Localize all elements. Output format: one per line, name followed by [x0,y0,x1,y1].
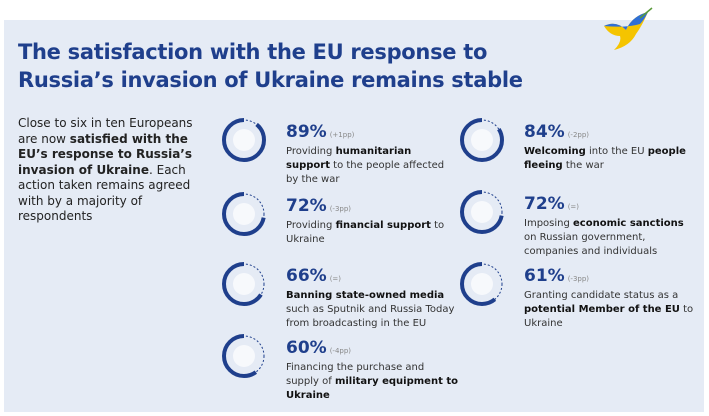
change: (-3pp) [567,275,590,283]
action-item: 84% (-2pp) Welcoming into the EU people f… [460,118,696,173]
eu-flag-icon [460,262,504,306]
ukraine-dove-logo [604,7,653,50]
description: Granting candidate status as a potential… [524,290,694,329]
change: (=) [567,203,580,211]
percentage: 72% (=) [524,194,580,214]
change: (-3pp) [329,205,352,213]
action-item: 60% (-4pp) Financing the purchase and sup… [222,334,458,403]
percentage: 84% (-2pp) [524,122,590,142]
description: Welcoming into the EU people fleeing the… [524,146,686,171]
description: Providing financial support to Ukraine [286,220,445,245]
action-item: 72% (=) Imposing economic sanctions on Ru… [460,190,696,259]
tank-icon [222,334,266,378]
progress-ring [222,334,266,378]
intro-text: Close to six in ten Europeans are now sa… [18,116,208,225]
change: (-2pp) [567,131,590,139]
progress-ring [222,192,266,236]
intro-text-part: Close to six in ten Europeans are now [18,116,193,146]
infographic-panel [4,20,704,412]
banned-media-screen-icon [222,262,266,306]
change: (=) [329,275,342,283]
action-item: 66% (=) Banning state-owned media such as… [222,262,458,331]
percentage: 72% (-3pp) [286,196,352,216]
description: Financing the purchase and supply of mil… [286,362,458,401]
page-title: The satisfaction with the EU response to… [18,40,523,92]
progress-ring [460,190,504,234]
progress-ring [222,262,266,306]
action-item: 72% (-3pp) Providing financial support to… [222,192,458,247]
intro-text-part: . Each action taken remains agreed with … [18,162,191,224]
change: (-4pp) [329,347,352,355]
percentage: 89% (+1pp) [286,122,355,142]
description: Providing humanitarian support to the pe… [286,146,445,185]
intro-text-bold: satisfied with the EU’s response to Russ… [18,131,192,177]
description: Banning state-owned media such as Sputni… [286,290,455,329]
percentage: 60% (-4pp) [286,338,352,358]
action-item: 89% (+1pp) Providing humanitarian support… [222,118,458,187]
refugees-icon [460,118,504,162]
percentage: 61% (-3pp) [524,266,590,286]
action-item: 61% (-3pp) Granting candidate status as a… [460,262,696,331]
ruble-coin-sanctions-icon [460,190,504,234]
progress-ring [460,118,504,162]
change: (+1pp) [329,131,355,139]
piggy-bank-icon [222,192,266,236]
progress-ring [460,262,504,306]
description: Imposing economic sanctions on Russian g… [524,218,684,257]
progress-ring [222,118,266,162]
percentage: 66% (=) [286,266,342,286]
humanitarian-parachute-icon [222,118,266,162]
